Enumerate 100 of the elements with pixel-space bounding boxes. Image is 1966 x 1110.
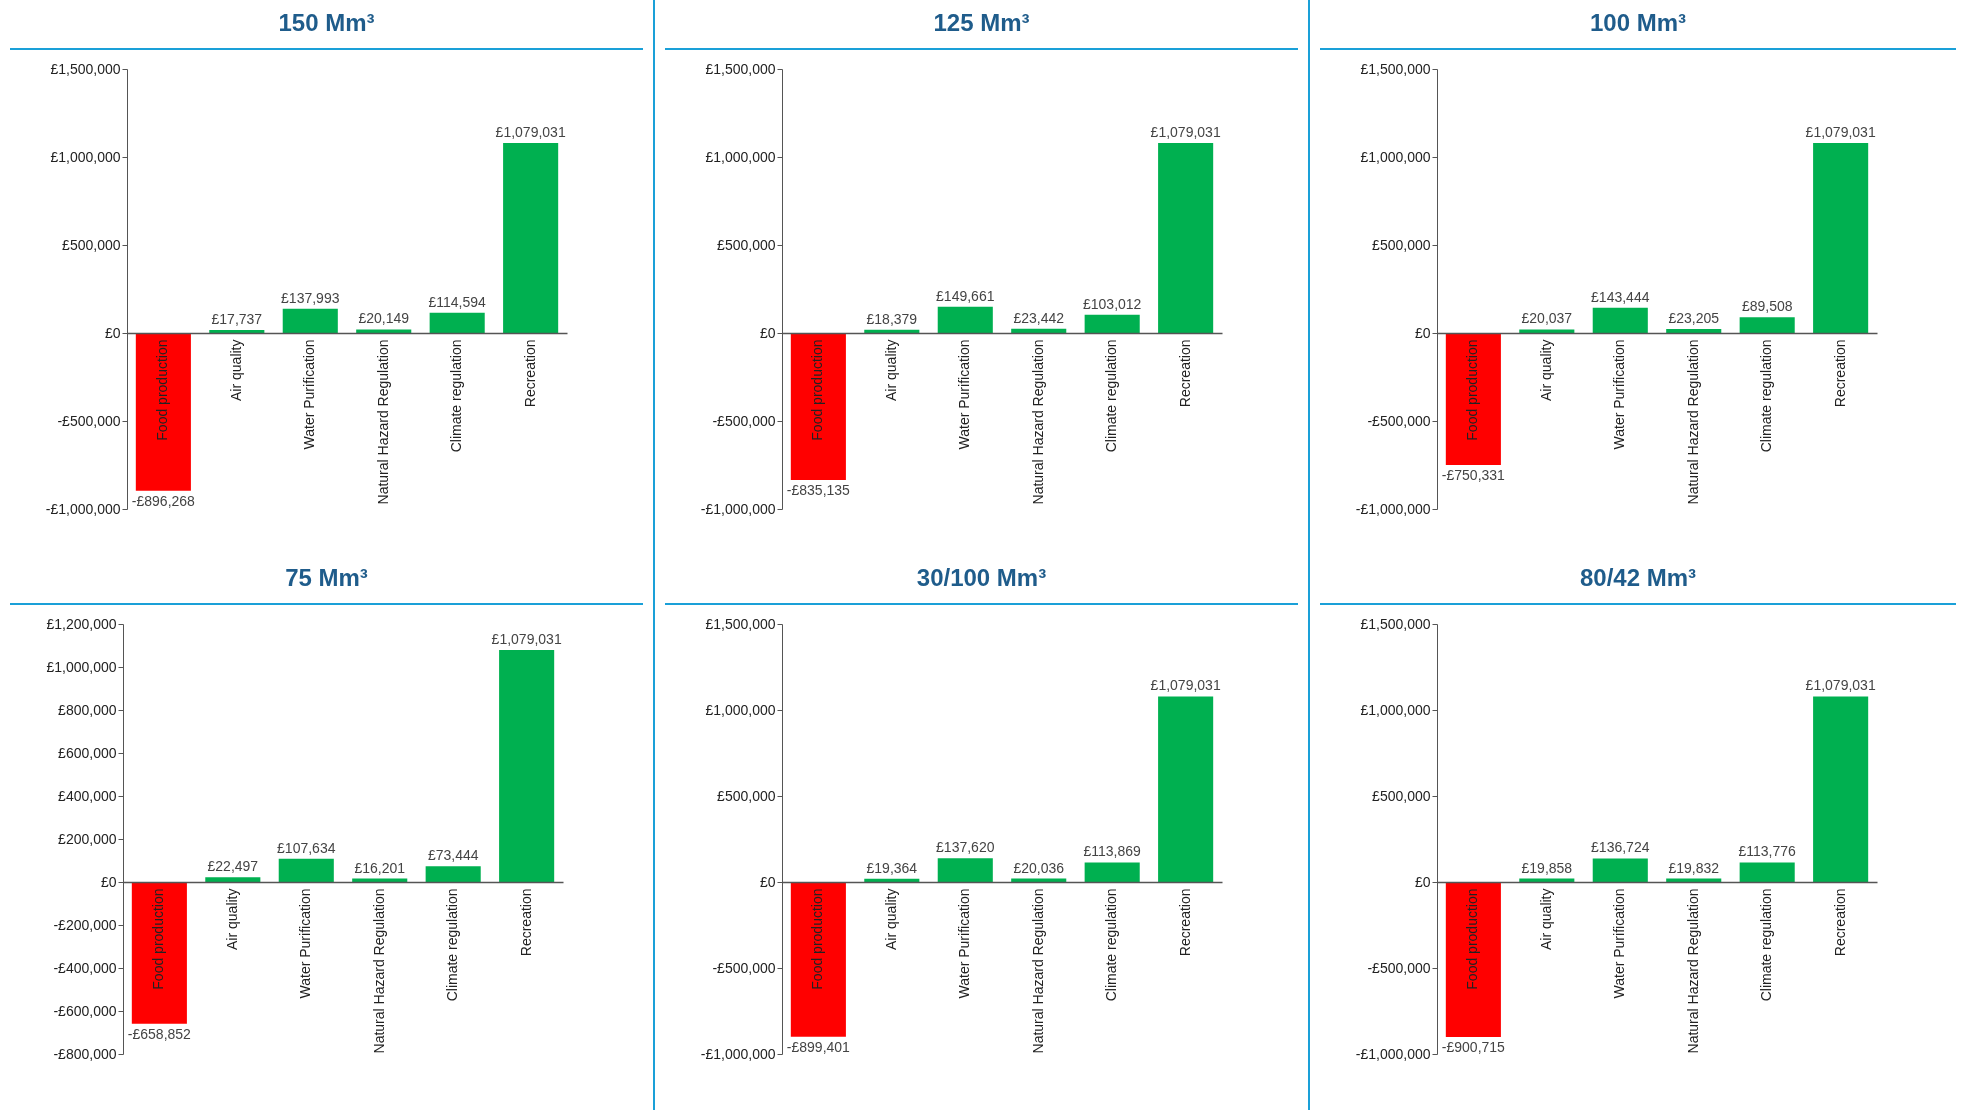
y-tick-label: -£500,000 xyxy=(712,412,776,429)
data-label: £1,079,031 xyxy=(491,631,562,648)
data-label: £20,037 xyxy=(1521,310,1573,327)
x-tick-label: Natural Hazard Regulation xyxy=(370,888,387,1054)
y-tick-label: £1,000,000 xyxy=(1360,701,1431,718)
x-tick-label: Natural Hazard Regulation xyxy=(374,339,391,505)
chart-title: 80/42 Mm³ xyxy=(1320,555,1956,605)
y-tick-label: -£500,000 xyxy=(57,412,121,429)
y-tick-label: -£800,000 xyxy=(53,1045,117,1062)
data-label: £23,442 xyxy=(1013,309,1065,326)
y-tick-label: £0 xyxy=(104,324,121,341)
y-tick-label: £1,000,000 xyxy=(46,658,117,675)
y-tick-label: £500,000 xyxy=(62,236,121,253)
x-tick-label: Climate regulation xyxy=(448,339,465,453)
y-tick-label: -£1,000,000 xyxy=(1355,500,1431,517)
data-label: £20,149 xyxy=(358,310,410,327)
chart-title: 125 Mm³ xyxy=(665,0,1298,50)
y-tick-label: -£1,000,000 xyxy=(1355,1045,1431,1062)
data-label: £73,444 xyxy=(427,847,479,864)
x-tick-label: Food production xyxy=(150,888,167,990)
y-tick-label: £500,000 xyxy=(1372,787,1431,804)
data-label: £1,079,031 xyxy=(495,124,566,141)
data-label: £17,737 xyxy=(211,310,263,327)
data-label: £143,444 xyxy=(1591,288,1650,305)
data-label: £113,776 xyxy=(1738,843,1797,860)
y-tick-label: £1,000,000 xyxy=(705,701,776,718)
x-tick-label: Recreation xyxy=(1176,888,1193,957)
data-label: £19,832 xyxy=(1668,859,1720,876)
x-tick-label: Recreation xyxy=(517,888,534,957)
data-label: £22,497 xyxy=(207,858,259,875)
data-label: £1,079,031 xyxy=(1805,677,1876,694)
y-tick-label: £1,500,000 xyxy=(1360,615,1431,632)
y-tick-label: £1,500,000 xyxy=(705,615,776,632)
y-tick-label: £1,500,000 xyxy=(50,60,121,77)
data-label: -£900,715 xyxy=(1441,1038,1506,1055)
data-label: £114,594 xyxy=(428,293,487,310)
x-tick-label: Food production xyxy=(154,339,171,441)
y-tick-label: £1,500,000 xyxy=(1360,60,1431,77)
data-label: £16,201 xyxy=(354,859,406,876)
y-tick-label: £0 xyxy=(1414,873,1431,890)
x-tick-label: Air quality xyxy=(223,888,240,950)
chart-title: 75 Mm³ xyxy=(10,555,643,605)
x-tick-label: Recreation xyxy=(1831,888,1848,957)
data-label: £149,661 xyxy=(936,287,995,304)
data-label: £1,079,031 xyxy=(1150,677,1221,694)
x-tick-label: Food production xyxy=(1464,339,1481,441)
x-tick-label: Food production xyxy=(809,339,826,441)
x-tick-label: Natural Hazard Regulation xyxy=(1684,339,1701,505)
x-tick-label: Air quality xyxy=(882,888,899,950)
y-tick-label: £200,000 xyxy=(58,830,117,847)
y-tick-label: £500,000 xyxy=(717,236,776,253)
y-tick-label: £1,500,000 xyxy=(705,60,776,77)
x-tick-label: Air quality xyxy=(882,339,899,401)
x-tick-label: Air quality xyxy=(1537,888,1554,950)
y-tick-label: £0 xyxy=(759,324,776,341)
data-label: £1,079,031 xyxy=(1150,124,1221,141)
chart-title: 150 Mm³ xyxy=(10,0,643,50)
data-label: £137,620 xyxy=(936,839,995,856)
y-tick-label: £500,000 xyxy=(1372,236,1431,253)
data-label: -£896,268 xyxy=(131,492,196,509)
y-tick-label: £0 xyxy=(1414,324,1431,341)
y-tick-label: £400,000 xyxy=(58,787,117,804)
y-tick-label: £500,000 xyxy=(717,787,776,804)
y-tick-label: -£400,000 xyxy=(53,959,117,976)
y-tick-label: -£1,000,000 xyxy=(45,500,121,517)
x-tick-label: Recreation xyxy=(1176,339,1193,408)
x-tick-label: Climate regulation xyxy=(1103,339,1120,453)
y-tick-label: -£500,000 xyxy=(1367,959,1431,976)
x-tick-label: Natural Hazard Regulation xyxy=(1029,888,1046,1054)
data-label: -£899,401 xyxy=(786,1038,851,1055)
data-label: -£658,852 xyxy=(127,1025,192,1042)
data-label: -£750,331 xyxy=(1441,467,1506,484)
y-tick-label: -£600,000 xyxy=(53,1002,117,1019)
x-tick-label: Recreation xyxy=(1831,339,1848,408)
x-tick-label: Natural Hazard Regulation xyxy=(1029,339,1046,505)
y-tick-label: -£200,000 xyxy=(53,916,117,933)
data-label: £136,724 xyxy=(1591,839,1650,856)
x-tick-label: Water Purification xyxy=(956,888,973,999)
data-label: -£835,135 xyxy=(786,481,851,498)
y-tick-label: £600,000 xyxy=(58,744,117,761)
x-tick-label: Climate regulation xyxy=(1758,339,1775,453)
y-tick-label: -£500,000 xyxy=(1367,412,1431,429)
data-label: £19,364 xyxy=(866,859,918,876)
x-tick-label: Water Purification xyxy=(956,339,973,450)
x-tick-label: Recreation xyxy=(521,339,538,408)
data-label: £23,205 xyxy=(1668,309,1720,326)
data-label: £89,508 xyxy=(1741,298,1793,315)
x-tick-label: Food production xyxy=(809,888,826,990)
x-tick-label: Food production xyxy=(1464,888,1481,990)
y-tick-label: £0 xyxy=(100,873,117,890)
x-tick-label: Water Purification xyxy=(1611,888,1628,999)
data-label: £107,634 xyxy=(277,839,336,856)
y-tick-label: -£500,000 xyxy=(712,959,776,976)
x-tick-label: Climate regulation xyxy=(1758,888,1775,1002)
y-tick-label: £0 xyxy=(759,873,776,890)
x-tick-label: Air quality xyxy=(1537,339,1554,401)
x-tick-label: Climate regulation xyxy=(444,888,461,1002)
x-tick-label: Natural Hazard Regulation xyxy=(1684,888,1701,1054)
chart-title: 100 Mm³ xyxy=(1320,0,1956,50)
x-tick-label: Water Purification xyxy=(1611,339,1628,450)
